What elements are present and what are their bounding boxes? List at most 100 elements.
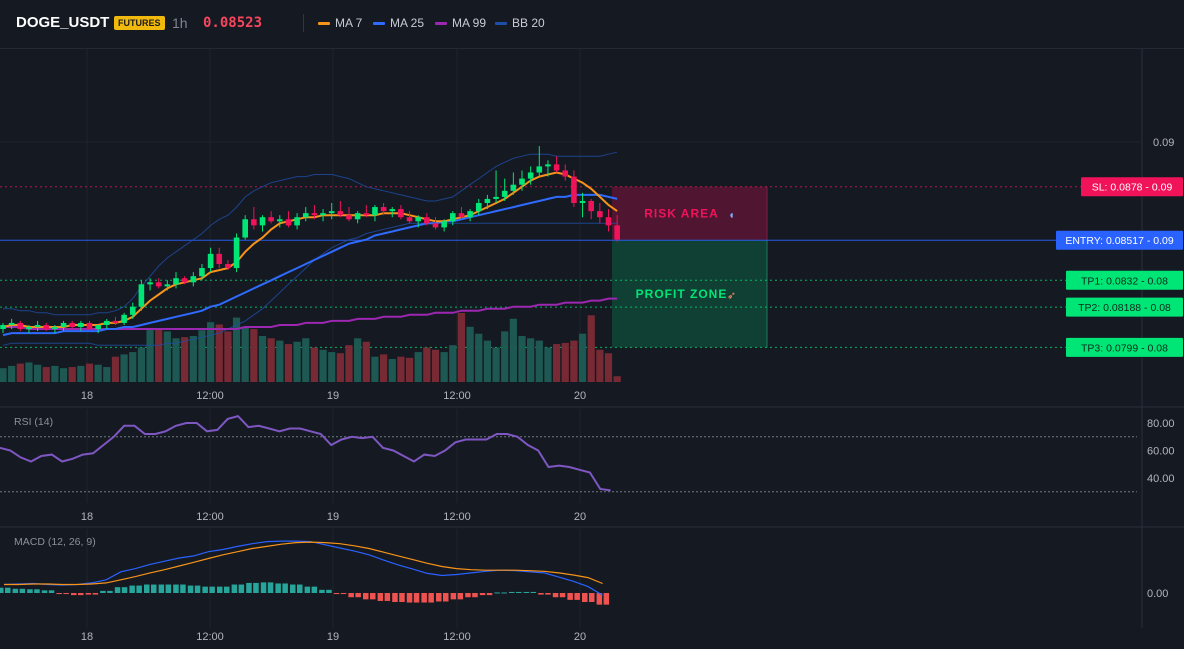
volume-bar <box>94 364 102 382</box>
candle-body <box>605 217 612 226</box>
main-pane <box>0 49 1142 382</box>
symbol-title[interactable]: DOGE_USDT <box>16 14 110 31</box>
volume-bar <box>362 341 370 382</box>
time-axis-label: 19 <box>327 631 339 643</box>
macd-histogram-bar <box>486 593 493 596</box>
volume-bar <box>336 353 344 382</box>
volume-bar <box>405 357 414 382</box>
candle-body <box>571 176 577 203</box>
macd-histogram-bar <box>71 593 77 596</box>
macd-histogram-bar <box>516 591 522 593</box>
macd-histogram-bar <box>326 589 332 593</box>
macd-histogram-bar <box>78 593 84 596</box>
candle-body <box>536 166 543 173</box>
candle <box>346 207 352 222</box>
candle <box>121 312 127 325</box>
candle-body <box>328 211 335 214</box>
macd-histogram-bar <box>384 593 391 601</box>
legend-ma7[interactable]: MA 7 <box>318 16 362 30</box>
macd-histogram-bar <box>457 593 464 600</box>
candle-body <box>147 282 153 285</box>
time-axis-label: 18 <box>81 390 93 402</box>
candle-body <box>199 268 205 277</box>
level-price-tag <box>1081 177 1183 197</box>
candle <box>268 211 274 224</box>
candle-body <box>294 217 300 226</box>
macd-histogram-bar <box>421 593 427 603</box>
macd-histogram-bar <box>5 587 11 593</box>
volume-bar <box>570 340 578 382</box>
volume-bar <box>380 354 388 382</box>
candle-body <box>78 322 84 328</box>
candle <box>380 202 387 216</box>
macd-histogram-bar <box>428 593 434 603</box>
macd-histogram-bar <box>603 593 610 605</box>
macd-histogram-bar <box>589 593 595 603</box>
volume-bar <box>215 324 223 382</box>
candle-body <box>129 306 136 315</box>
candle-body <box>138 284 145 307</box>
candle-body <box>121 314 127 323</box>
volume-bar <box>457 313 466 382</box>
macd-histogram-bar <box>100 590 106 593</box>
macd-histogram-bar <box>144 584 150 593</box>
candle <box>337 200 344 218</box>
macd-histogram-bar <box>85 593 92 595</box>
candle <box>372 205 378 222</box>
volume-bar <box>535 340 543 382</box>
macd-histogram-bar <box>465 593 471 598</box>
candle <box>52 324 58 334</box>
macd-histogram-bar <box>436 593 442 602</box>
volume-bar <box>509 318 517 382</box>
volume-bar <box>553 344 561 382</box>
volume-bar <box>25 362 33 382</box>
volume-bar <box>111 356 120 382</box>
legend-ma99[interactable]: MA 99 <box>435 16 486 30</box>
macd-histogram-bar <box>443 593 449 602</box>
level-price-label: TP2: 0.08188 - 0.08 <box>1078 302 1171 314</box>
volume-bar <box>518 336 526 382</box>
candle-body <box>104 320 110 325</box>
candle <box>501 178 508 201</box>
volume-bar <box>613 376 621 382</box>
volume-bar <box>587 315 595 382</box>
candle-body <box>346 215 352 220</box>
candle <box>363 205 370 218</box>
volume-bar <box>77 365 85 382</box>
macd-histogram-bar <box>19 588 26 593</box>
candle-body <box>311 213 318 216</box>
candle-body <box>363 213 370 216</box>
candle <box>129 302 136 319</box>
macd-histogram-bar <box>253 582 259 593</box>
volume-bar <box>181 337 189 382</box>
volume-bar <box>276 340 284 382</box>
candle <box>69 320 75 330</box>
candle-body <box>225 263 231 269</box>
candle <box>458 207 465 220</box>
candle <box>605 209 612 232</box>
candle <box>510 172 517 195</box>
macd-histogram-bar <box>92 593 99 595</box>
legend-swatch <box>373 21 385 25</box>
legend-swatch <box>495 21 507 25</box>
candle <box>527 166 534 185</box>
candle-body <box>285 219 292 226</box>
candle-body <box>60 322 67 328</box>
volume-bar <box>59 368 68 382</box>
legend-bb20[interactable]: BB 20 <box>495 16 545 30</box>
volume-bar <box>449 345 457 382</box>
candle <box>328 202 335 220</box>
candle-body <box>52 327 58 330</box>
candle <box>285 211 292 228</box>
time-axis-label: 19 <box>327 511 339 523</box>
legend-swatch <box>435 21 447 25</box>
candle <box>571 170 577 208</box>
legend-ma25[interactable]: MA 25 <box>373 16 424 30</box>
macd-histogram-bar <box>582 593 588 603</box>
level-price-label: TP1: 0.0832 - 0.08 <box>1081 275 1168 287</box>
interval-selector[interactable]: 1h <box>172 15 188 31</box>
volume-bar <box>250 329 258 382</box>
candle <box>78 320 84 332</box>
candle <box>302 207 309 222</box>
